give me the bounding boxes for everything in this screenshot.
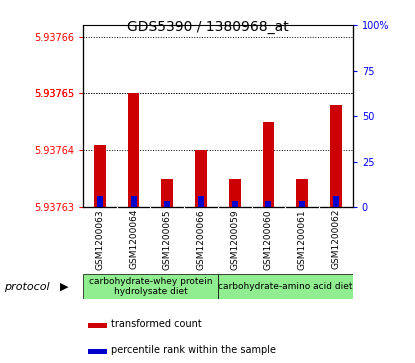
Bar <box>218 274 353 299</box>
Bar <box>330 105 342 207</box>
Text: GSM1200064: GSM1200064 <box>129 209 138 269</box>
Text: GSM1200060: GSM1200060 <box>264 209 273 270</box>
Bar <box>88 349 107 354</box>
Bar <box>131 196 137 207</box>
Text: GSM1200065: GSM1200065 <box>163 209 172 270</box>
Text: transformed count: transformed count <box>111 319 202 329</box>
Text: percentile rank within the sample: percentile rank within the sample <box>111 345 276 355</box>
Text: ▶: ▶ <box>60 282 68 292</box>
Text: GSM1200063: GSM1200063 <box>95 209 104 270</box>
Text: GSM1200062: GSM1200062 <box>332 209 340 269</box>
Bar <box>229 179 241 207</box>
Bar <box>97 196 103 207</box>
Bar <box>161 179 173 207</box>
Bar <box>333 196 339 207</box>
Text: GDS5390 / 1380968_at: GDS5390 / 1380968_at <box>127 20 288 34</box>
Text: GSM1200059: GSM1200059 <box>230 209 239 270</box>
Text: carbohydrate-whey protein
hydrolysate diet: carbohydrate-whey protein hydrolysate di… <box>89 277 212 297</box>
Bar <box>195 150 207 207</box>
Bar <box>263 122 274 207</box>
Bar <box>128 94 139 207</box>
Bar <box>296 179 308 207</box>
Bar <box>88 322 107 328</box>
Bar <box>299 201 305 207</box>
Bar <box>83 274 218 299</box>
Bar <box>94 144 106 207</box>
Text: GSM1200061: GSM1200061 <box>298 209 307 270</box>
Text: protocol: protocol <box>4 282 50 292</box>
Text: GSM1200066: GSM1200066 <box>197 209 205 270</box>
Bar <box>232 201 238 207</box>
Text: carbohydrate-amino acid diet: carbohydrate-amino acid diet <box>218 282 353 291</box>
Bar <box>198 196 204 207</box>
Bar <box>266 201 271 207</box>
Bar <box>164 201 170 207</box>
